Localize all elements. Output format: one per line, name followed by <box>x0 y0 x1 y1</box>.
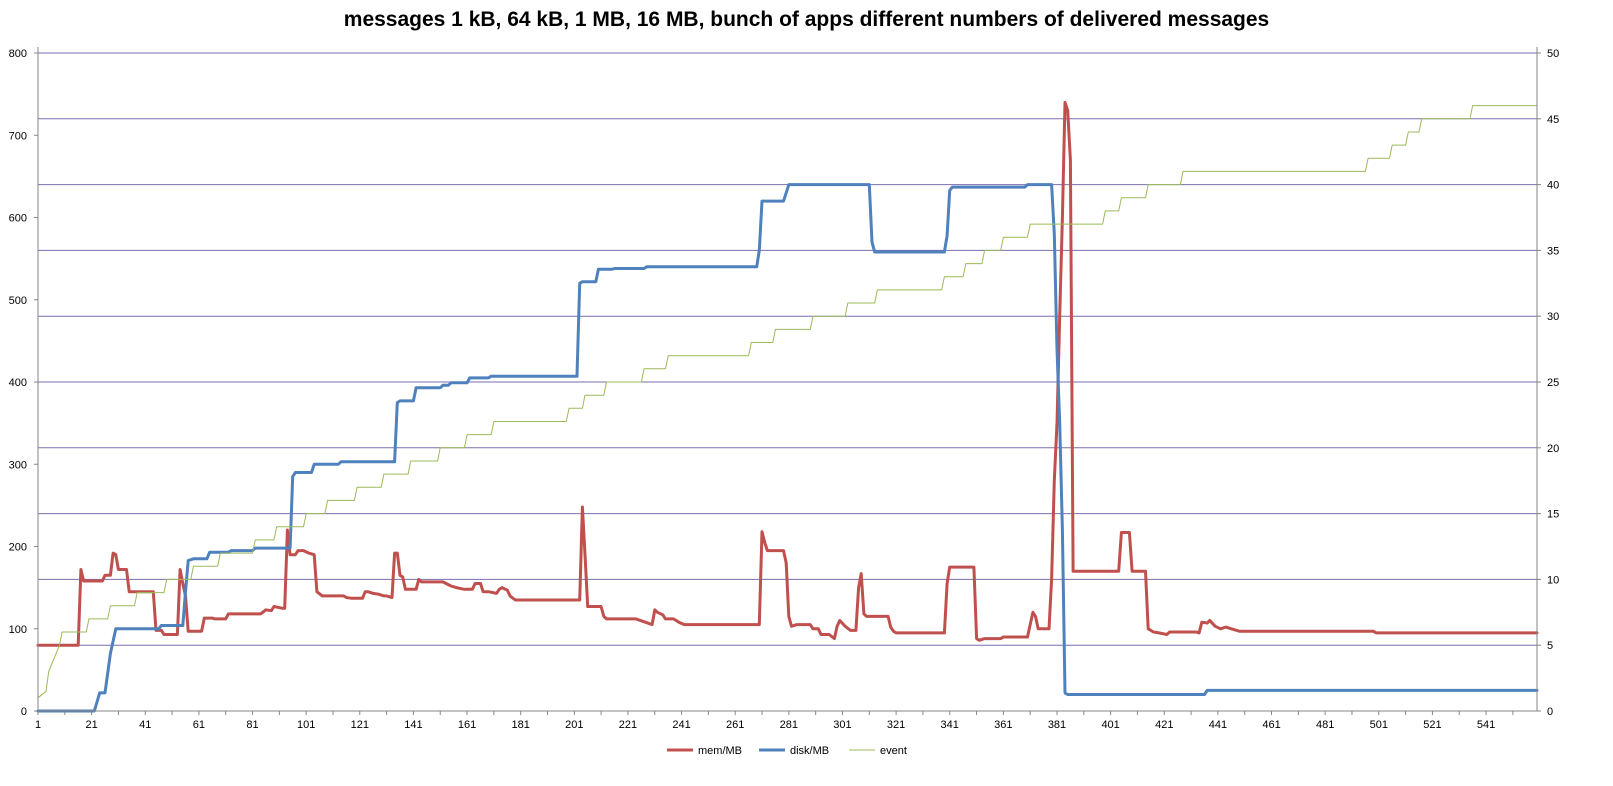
x-axis-tick-label: 81 <box>246 719 258 731</box>
axes <box>37 47 1538 712</box>
left-axis-tick-label: 500 <box>9 295 27 307</box>
x-axis-ticks: 1 21 41 61 81 101 121 141 161 181 201 221 241 261 281 3… <box>35 711 1514 731</box>
right-axis-tick-label: 10 <box>1547 574 1559 586</box>
x-axis-tick-label: 481 <box>1316 719 1334 731</box>
x-axis-tick-label: 521 <box>1423 719 1441 731</box>
left-axis-tick-label: 700 <box>9 130 27 142</box>
legend-label: disk/MB <box>790 745 829 757</box>
x-axis-tick-label: 41 <box>139 719 151 731</box>
right-axis-tick-label: 30 <box>1547 311 1559 323</box>
x-axis-tick-label: 141 <box>404 719 422 731</box>
left-axis-tick-label: 400 <box>9 377 27 389</box>
x-axis-tick-label: 161 <box>458 719 476 731</box>
chart-title: messages 1 kB, 64 kB, 1 MB, 16 MB, bunch… <box>343 8 1270 31</box>
x-axis-tick-label: 401 <box>1101 719 1119 731</box>
left-axis-tick-label: 100 <box>9 624 27 636</box>
x-axis-tick-label: 61 <box>193 719 205 731</box>
x-axis-tick-label: 501 <box>1370 719 1388 731</box>
x-axis-tick-label: 241 <box>672 719 690 731</box>
legend-label: mem/MB <box>698 745 742 757</box>
x-axis-tick-label: 461 <box>1262 719 1280 731</box>
x-axis-tick-label: 121 <box>351 719 369 731</box>
left-axis-tick-label: 200 <box>9 542 27 554</box>
x-axis-tick-label: 221 <box>619 719 637 731</box>
x-axis-tick-label: 381 <box>1048 719 1066 731</box>
left-axis-tick-label: 800 <box>9 48 27 60</box>
x-axis-tick-label: 281 <box>780 719 798 731</box>
right-axis-tick-label: 20 <box>1547 443 1559 455</box>
x-axis-tick-label: 1 <box>35 719 41 731</box>
x-axis-tick-label: 101 <box>297 719 315 731</box>
x-axis-tick-label: 321 <box>887 719 905 731</box>
right-axis-tick-label: 15 <box>1547 509 1559 521</box>
right-axis-tick-label: 45 <box>1547 114 1559 126</box>
series-line-event <box>37 105 1538 699</box>
right-axis-tick-label: 25 <box>1547 377 1559 389</box>
legend-label: event <box>880 745 907 757</box>
right-axis-tick-label: 35 <box>1547 245 1559 257</box>
x-axis-tick-label: 201 <box>565 719 583 731</box>
left-axis-ticks: 0 100 200 300 400 500 600 700 800 <box>9 48 38 718</box>
legend: mem/MB disk/MB event <box>667 745 907 757</box>
series-line-mem-mb <box>36 100 1539 647</box>
x-axis-tick-label: 541 <box>1477 719 1495 731</box>
x-axis-tick-label: 441 <box>1209 719 1227 731</box>
x-axis-tick-label: 21 <box>86 719 98 731</box>
x-axis-tick-label: 301 <box>833 719 851 731</box>
left-axis-tick-label: 600 <box>9 213 27 225</box>
right-axis-tick-label: 50 <box>1547 48 1559 60</box>
right-axis-tick-label: 5 <box>1547 640 1553 652</box>
x-axis-tick-label: 261 <box>726 719 744 731</box>
right-axis-tick-label: 0 <box>1547 706 1553 718</box>
x-axis-tick-label: 421 <box>1155 719 1173 731</box>
right-axis-tick-label: 40 <box>1547 180 1559 192</box>
right-axis-ticks: 0 5 10 15 20 25 30 35 40 45 50 <box>1537 48 1559 718</box>
left-axis-tick-label: 300 <box>9 459 27 471</box>
x-axis-tick-label: 341 <box>941 719 959 731</box>
series-lines <box>36 100 1539 713</box>
left-axis-tick-label: 0 <box>21 706 27 718</box>
x-axis-tick-label: 181 <box>512 719 530 731</box>
x-axis-tick-label: 361 <box>994 719 1012 731</box>
grid-lines <box>38 52 1537 646</box>
series-line-disk-mb <box>36 183 1539 713</box>
